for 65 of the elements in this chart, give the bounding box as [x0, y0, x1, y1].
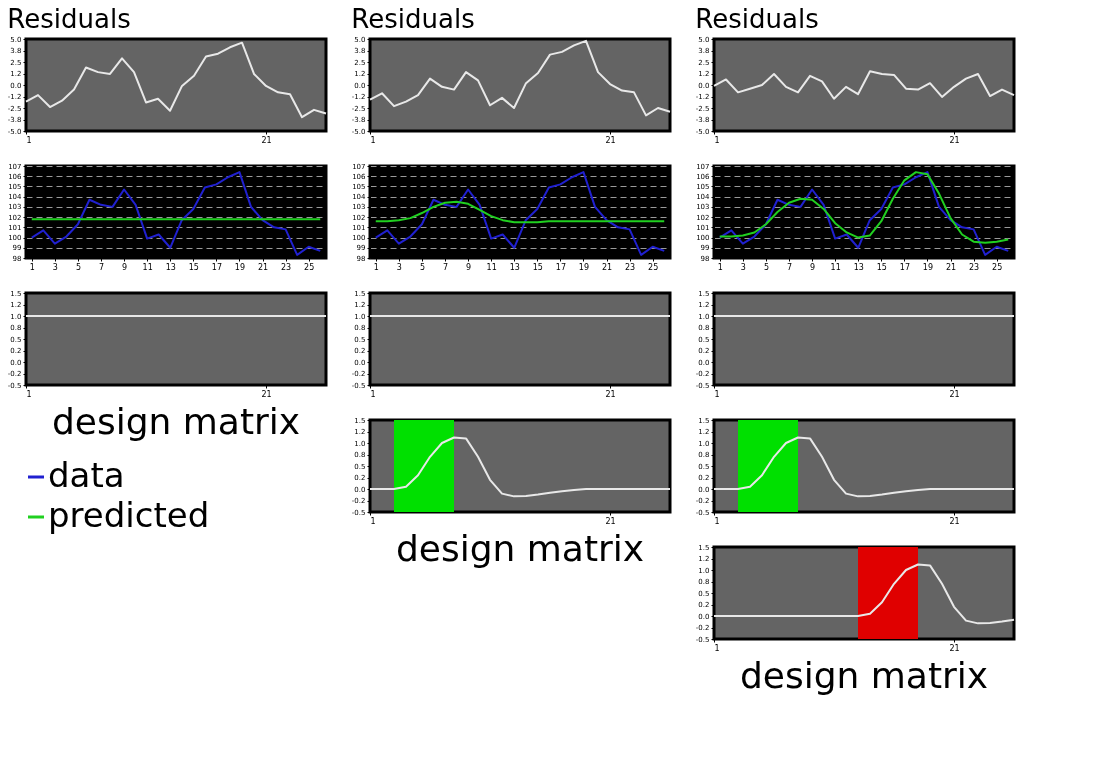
x-tick-label: 25: [648, 262, 659, 272]
x-tick-label: 7: [786, 262, 793, 272]
x-tick-label: 17: [211, 262, 222, 272]
x-tick-label: 3: [740, 262, 746, 272]
x-tick-label: 21: [605, 389, 616, 399]
x-tick-label: 13: [509, 262, 520, 272]
x-tick-label: 15: [188, 262, 199, 272]
x-tick-label: 1: [29, 262, 35, 272]
x-tick-label: 23: [969, 262, 980, 272]
text: design matrix: [739, 655, 989, 696]
x-tick-label: 21: [949, 516, 960, 526]
legend-label: data: [48, 455, 125, 495]
x-tick-label: 17: [899, 262, 910, 272]
x-tick-label: 11: [830, 262, 841, 272]
x-tick-label: 9: [466, 262, 472, 272]
x-tick-label: 15: [876, 262, 887, 272]
x-tick-label: 1: [714, 643, 720, 653]
legend-label: predicted: [48, 495, 210, 535]
x-tick-label: 21: [261, 135, 272, 145]
x-tick-label: 21: [949, 643, 960, 653]
x-tick-label: 11: [142, 262, 153, 272]
x-tick-label: 5: [75, 262, 81, 272]
chart-title: Residuals: [7, 4, 131, 34]
x-tick-label: 13: [853, 262, 864, 272]
x-tick-label: 1: [370, 516, 376, 526]
x-tick-label: 1: [26, 389, 32, 399]
x-tick-label: 1: [370, 135, 376, 145]
x-tick-label: 1: [714, 135, 720, 145]
x-tick-label: 21: [945, 262, 957, 272]
x-tick-label: 9: [810, 262, 816, 272]
x-tick-label: 7: [98, 262, 105, 272]
x-tick-label: 1: [373, 262, 379, 272]
x-tick-label: 23: [625, 262, 636, 272]
x-tick-label: 1: [717, 262, 723, 272]
x-tick-label: 11: [486, 262, 497, 272]
x-tick-label: 21: [949, 135, 960, 145]
x-tick-label: 7: [442, 262, 449, 272]
text: design matrix: [51, 401, 301, 442]
x-tick-label: 21: [601, 262, 613, 272]
x-tick-label: 1: [714, 389, 720, 399]
x-tick-label: 25: [304, 262, 315, 272]
x-tick-label: 1: [26, 135, 32, 145]
x-tick-label: 21: [949, 389, 960, 399]
x-tick-label: 21: [257, 262, 269, 272]
x-tick-label: 21: [261, 389, 272, 399]
x-tick-label: 5: [419, 262, 425, 272]
x-tick-label: 1: [714, 516, 720, 526]
chart-title: Residuals: [695, 4, 819, 34]
x-tick-label: 19: [578, 262, 590, 272]
x-tick-label: 13: [165, 262, 176, 272]
x-tick-label: 9: [122, 262, 128, 272]
text: design matrix: [395, 528, 645, 569]
x-tick-label: 5: [763, 262, 769, 272]
x-tick-label: 21: [605, 516, 616, 526]
x-tick-label: 19: [234, 262, 246, 272]
x-tick-label: 17: [555, 262, 566, 272]
x-tick-label: 23: [281, 262, 292, 272]
x-tick-label: 1: [370, 389, 376, 399]
x-tick-label: 21: [605, 135, 616, 145]
x-tick-label: 3: [52, 262, 58, 272]
x-tick-label: 19: [922, 262, 934, 272]
x-tick-label: 25: [992, 262, 1003, 272]
chart-title: Residuals: [351, 4, 475, 34]
x-tick-label: 15: [532, 262, 543, 272]
x-tick-label: 3: [396, 262, 402, 272]
